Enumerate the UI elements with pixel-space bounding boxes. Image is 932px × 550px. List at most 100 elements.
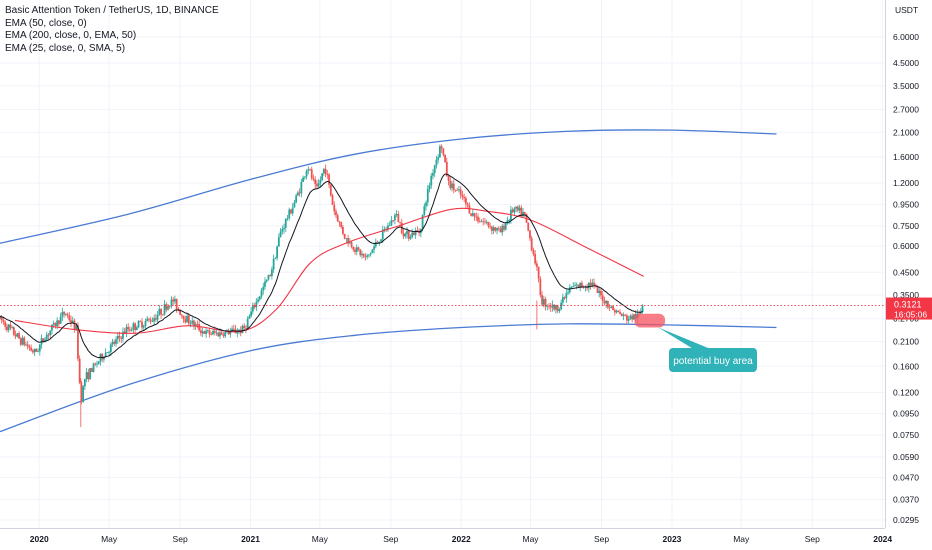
candle-body — [378, 241, 381, 244]
candle-body — [104, 352, 107, 358]
candle-body — [475, 216, 478, 218]
candle-body — [262, 286, 265, 291]
price-tick-label: 0.4500 — [893, 267, 919, 277]
candle-body — [87, 372, 90, 380]
candle-body — [627, 318, 630, 321]
candle-body — [92, 363, 95, 372]
candle-body — [617, 310, 620, 312]
candle-body — [352, 246, 355, 250]
price-tick-label: 0.9500 — [893, 199, 919, 209]
candle-body — [57, 320, 60, 324]
candle-body — [402, 233, 405, 237]
indicator-ema-200[interactable]: EMA (200, close, 0, EMA, 50) — [5, 30, 137, 41]
candle-body — [191, 320, 194, 324]
candle-body — [594, 284, 597, 286]
candle-body — [477, 216, 479, 222]
candle-body — [364, 256, 367, 258]
candle-body — [593, 282, 595, 285]
candle-body — [581, 282, 583, 287]
candle-body — [170, 299, 173, 307]
candle-body — [414, 230, 417, 236]
candle-body — [624, 314, 627, 316]
candle-body — [428, 185, 431, 190]
candle-body — [186, 315, 188, 323]
candle-body — [324, 168, 327, 175]
candle-body — [49, 330, 52, 336]
candle-body — [355, 247, 358, 252]
indicator-ema-50[interactable]: EMA (50, close, 0) — [5, 17, 87, 29]
candle-body — [546, 305, 549, 307]
candle-body — [387, 225, 389, 230]
last-price-badge — [886, 297, 932, 320]
candle-body — [127, 326, 130, 330]
candle-body — [90, 368, 93, 372]
candle-body — [35, 348, 38, 352]
candle-body — [601, 295, 604, 301]
candle-body — [25, 344, 27, 346]
candle-body — [284, 218, 287, 228]
candle-body — [63, 312, 65, 315]
chart-legend: Basic Attention Token / TetherUS, 1D, BI… — [5, 5, 219, 55]
candle-body — [210, 334, 213, 336]
time-tick-label: Sep — [383, 534, 398, 544]
buy-area-callout[interactable]: potential buy area — [658, 327, 757, 372]
candle-body — [179, 309, 182, 315]
candle-body — [567, 292, 569, 294]
candle-body — [295, 195, 298, 203]
candle-body — [544, 298, 547, 307]
candle-body — [200, 330, 202, 334]
candle-body — [193, 320, 195, 326]
candle-body — [506, 220, 509, 224]
candle-body — [224, 332, 227, 337]
candle-body — [123, 331, 126, 334]
candle-body — [274, 258, 277, 259]
candle-body — [335, 211, 337, 216]
candle-body — [439, 146, 441, 158]
candle-body — [568, 287, 571, 293]
candle-body — [558, 309, 561, 312]
price-tick-label: 0.0590 — [893, 452, 919, 462]
candle-body — [555, 304, 557, 310]
candle-body — [629, 315, 632, 319]
candle-body — [572, 286, 575, 288]
indicator-ema-25[interactable]: EMA (25, close, 0, SMA, 5) — [5, 42, 126, 54]
candle-body — [116, 335, 119, 340]
candle-body — [461, 194, 464, 197]
candle-body — [73, 320, 76, 331]
candle-body — [350, 242, 353, 247]
candle-body — [447, 176, 450, 181]
candle-body — [589, 282, 592, 286]
candle-body — [606, 300, 609, 308]
candle-body — [359, 249, 362, 256]
candle-body — [314, 179, 317, 185]
candle-body — [338, 221, 341, 223]
candle-body — [128, 329, 131, 331]
candle-body — [485, 221, 488, 223]
candle-body — [205, 330, 207, 334]
candle-body — [490, 226, 493, 231]
candle-body — [444, 154, 446, 163]
candle-body — [575, 284, 578, 286]
candle-body — [208, 330, 211, 335]
candle-body — [33, 348, 36, 353]
time-tick-label: Sep — [594, 534, 609, 544]
candle-body — [66, 314, 69, 316]
price-tick-label: 1.6000 — [893, 152, 919, 162]
candle-body — [153, 318, 156, 322]
candle-body — [132, 323, 135, 330]
candle-body — [68, 315, 71, 321]
candle-body — [494, 227, 497, 231]
candle-body — [286, 218, 289, 219]
candle-body — [577, 284, 580, 288]
candle-body — [108, 351, 111, 353]
candle-body — [373, 246, 375, 250]
candle-body — [374, 242, 377, 247]
time-tick-label: 2022 — [452, 534, 471, 544]
price-tick-label: 3.5000 — [893, 81, 919, 91]
time-tick-label: 2020 — [30, 534, 49, 544]
symbol-title[interactable]: Basic Attention Token / TetherUS, 1D, BI… — [5, 5, 219, 16]
buy-zone[interactable] — [634, 313, 666, 328]
time-tick-label: Sep — [173, 534, 188, 544]
